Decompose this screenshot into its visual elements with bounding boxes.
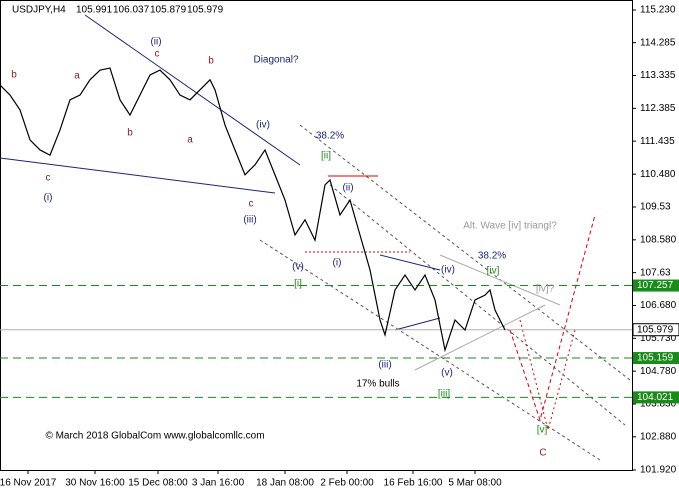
annotation: [ii] — [321, 151, 331, 162]
annotation: [i] — [294, 279, 302, 290]
ohlc: 105.879 — [150, 5, 187, 16]
level-box — [633, 279, 679, 292]
trend-lines — [0, 14, 631, 461]
y-tick-label: 109.53 — [640, 202, 671, 213]
current-price-box — [632, 323, 679, 337]
y-tick-label: 113.335 — [640, 70, 676, 81]
x-tick-label: 16 Feb 16:00 — [384, 478, 443, 489]
x-tick-label: 5 Mar 08:00 — [448, 478, 502, 489]
annotation: [iv] — [487, 266, 500, 277]
y-tick-label: 110.480 — [640, 169, 676, 180]
y-tick-label: 115.230 — [640, 5, 676, 16]
current-price-label: 105.979 — [637, 324, 674, 335]
trend-line — [0, 157, 276, 194]
annotation: [iv]? — [536, 284, 555, 295]
triangle-line — [414, 304, 546, 371]
annotation: (v) — [292, 262, 304, 273]
y-tick-label: 104.780 — [640, 366, 677, 377]
annotation: © March 2018 GlobalCom www.globalcomllc.… — [45, 431, 264, 442]
level-label: 104.021 — [637, 392, 674, 403]
annotation: c — [46, 173, 51, 184]
x-tick-label: 3 Jan 16:00 — [192, 478, 245, 489]
y-tick-label: 107.63 — [640, 267, 671, 278]
y-tick-label: 105.730 — [640, 333, 677, 344]
annotation: (i) — [333, 258, 342, 269]
trend-line — [394, 317, 441, 331]
x-tick-label: 15 Dec 08:00 — [128, 478, 188, 489]
annotation: (ii) — [150, 37, 161, 48]
level-box — [633, 352, 679, 365]
annotation: (ii) — [342, 183, 353, 194]
level-label: 105.159 — [637, 353, 674, 364]
projection — [509, 214, 596, 422]
y-tick-label: 108.580 — [640, 234, 677, 245]
annotation: (v) — [441, 368, 453, 379]
plot-frame — [0, 0, 633, 471]
y-tick-label: 114.285 — [640, 37, 676, 48]
annotation: [iii] — [438, 389, 450, 400]
annotation: (iii) — [243, 215, 256, 226]
ohlc: 106.037 — [113, 5, 150, 16]
level-box — [633, 391, 679, 404]
annotation: (iii) — [378, 360, 391, 371]
x-tick-label: 30 Nov 16:00 — [65, 478, 125, 489]
level-label: 107.257 — [637, 280, 674, 291]
annotation: (i) — [44, 193, 53, 204]
annotation: c — [249, 199, 254, 210]
y-tick-label: 112.385 — [640, 103, 676, 114]
annotation: [v] — [537, 425, 548, 436]
annotation: Diagonal? — [253, 55, 298, 66]
price-line — [0, 67, 506, 353]
channel-line — [259, 239, 601, 461]
annotation: b — [11, 70, 17, 81]
annotation: Alt. Wave [iv] triangl? — [463, 221, 557, 232]
annotation: C — [539, 448, 546, 459]
trend-line — [84, 14, 301, 166]
annotation: b — [127, 128, 133, 139]
y-tick-label: 101.920 — [640, 465, 677, 476]
annotation: b — [208, 56, 214, 67]
annotation: (iv) — [441, 265, 455, 276]
y-tick-label: 102.880 — [640, 431, 677, 442]
annotation: a — [187, 135, 193, 146]
annotation: (iv) — [256, 120, 270, 131]
x-tick-label: 2 Feb 00:00 — [320, 478, 374, 489]
ohlc: 105.991 — [76, 5, 113, 16]
y-tick-label: 106.680 — [640, 300, 677, 311]
trend-line — [379, 254, 441, 271]
x-tick-label: 18 Jan 08:00 — [256, 478, 314, 489]
x-tick-label: 16 Nov 2017 — [0, 478, 57, 489]
ohlc: 105.979 — [187, 5, 224, 16]
y-tick-label: 103.830 — [640, 399, 677, 410]
annotation: c — [155, 49, 160, 60]
annotation: a — [74, 71, 80, 82]
triangle-line — [439, 254, 561, 306]
y-tick-label: 111.435 — [640, 136, 675, 147]
symbol: USDJPY,H4 — [12, 5, 66, 16]
annotation: 17% bulls — [356, 379, 399, 390]
annotation: 38.2% — [316, 131, 344, 142]
annotation: 38.2% — [478, 251, 506, 262]
